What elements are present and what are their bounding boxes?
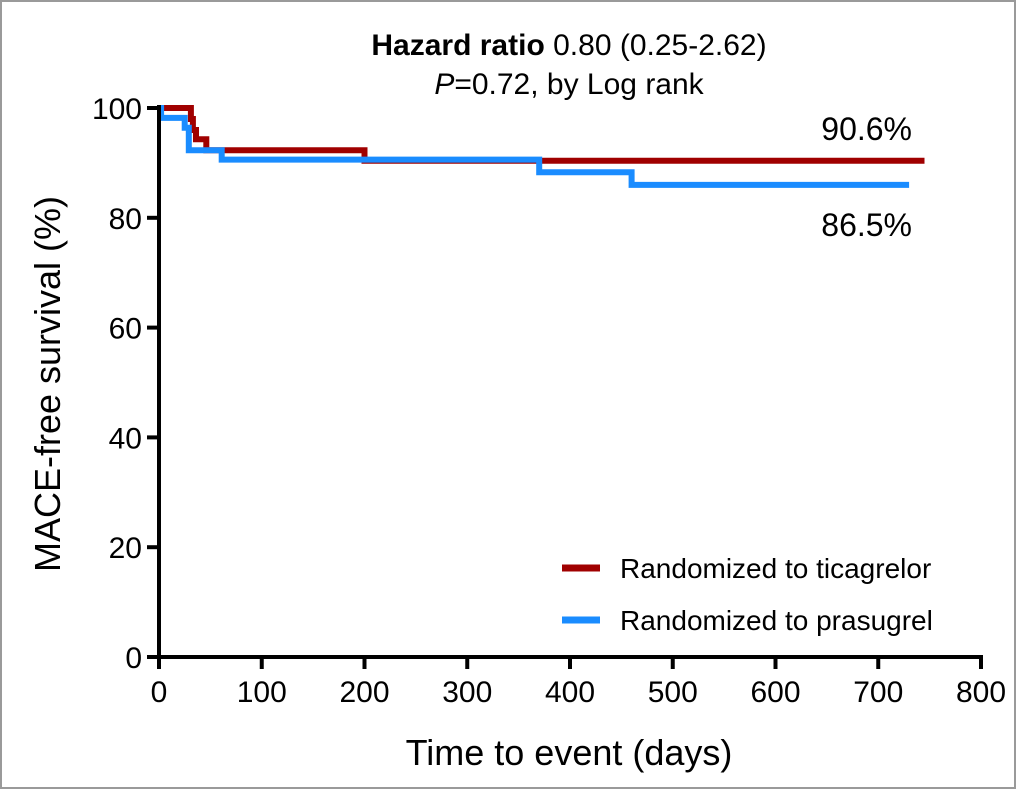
x-tick-label: 300 xyxy=(442,676,492,709)
plot-area: 0 20 40 60 80 100 0 100 200 300 400 500 600 700 800 90.… xyxy=(92,93,1006,709)
x-tick-label: 600 xyxy=(750,676,800,709)
x-tick-label: 100 xyxy=(237,676,287,709)
hazard-ratio-title: Hazard ratio 0.80 (0.25-2.62) xyxy=(371,29,766,62)
y-tick-label: 20 xyxy=(109,532,142,565)
series-line-1 xyxy=(159,105,925,164)
y-axis-label: MACE-free survival (%) xyxy=(27,196,68,572)
hazard-ratio-label: Hazard ratio xyxy=(371,29,544,62)
legend-label-1: Randomized to ticagrelor xyxy=(620,553,931,584)
end-value-label-1: 90.6% xyxy=(821,111,912,147)
x-tick-label: 200 xyxy=(339,676,389,709)
p-label: P xyxy=(434,68,454,101)
hazard-ratio-value: 0.80 (0.25-2.62) xyxy=(545,29,767,62)
legend-label-2: Randomized to prasugrel xyxy=(620,605,933,636)
x-tick-label: 500 xyxy=(648,676,698,709)
y-tick-label: 0 xyxy=(125,642,142,675)
y-tick-label: 80 xyxy=(109,203,142,236)
series-line-2 xyxy=(158,105,910,188)
x-axis-label: Time to event (days) xyxy=(406,732,733,773)
p-value-text: =0.72, by Log rank xyxy=(454,68,704,101)
x-tick-label: 700 xyxy=(853,676,903,709)
x-tick-label: 400 xyxy=(545,676,595,709)
p-value-subtitle: P=0.72, by Log rank xyxy=(434,68,704,101)
y-tick-label: 100 xyxy=(92,93,142,126)
end-value-label-2: 86.5% xyxy=(821,207,912,243)
y-tick-label: 40 xyxy=(109,422,142,455)
y-tick-label: 60 xyxy=(109,313,142,346)
x-tick-label: 800 xyxy=(956,676,1006,709)
chart-header: Hazard ratio 0.80 (0.25-2.62) P=0.72, by… xyxy=(371,29,766,101)
x-tick-label: 0 xyxy=(151,676,168,709)
